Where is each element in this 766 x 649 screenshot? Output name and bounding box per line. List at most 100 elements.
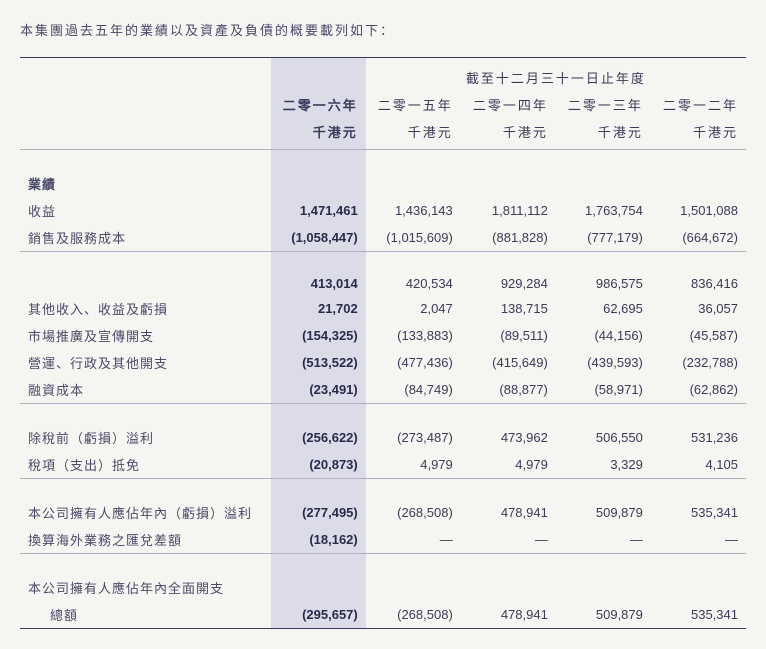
label-revenue: 收益: [20, 197, 271, 224]
val-cogs-2013: (777,179): [556, 224, 651, 251]
row-revenue: 收益 1,471,461 1,436,143 1,811,112 1,763,7…: [20, 197, 746, 224]
label-other-income: 其他收入、收益及虧損: [20, 295, 271, 322]
row-marketing: 市場推廣及宣傳開支 (154,325) (133,883) (89,511) (…: [20, 322, 746, 349]
year-header-row: 二零一六年 二零一五年 二零一四年 二零一三年 二零一二年: [20, 91, 746, 118]
val-other-2014: 138,715: [461, 295, 556, 322]
val-mkt-2016: (154,325): [271, 322, 366, 349]
val-revenue-2012: 1,501,088: [651, 197, 746, 224]
label-profit-owners: 本公司擁有人應佔年內（虧損）溢利: [20, 499, 271, 526]
financial-table: 截至十二月三十一日止年度 二零一六年 二零一五年 二零一四年 二零一三年 二零一…: [20, 58, 746, 629]
val-gross-2013: 986,575: [556, 272, 651, 295]
row-results-header: 業績: [20, 170, 746, 197]
col-2015: 二零一五年: [366, 91, 461, 118]
val-tax-2016: (20,873): [271, 451, 366, 478]
val-po-2014: 478,941: [461, 499, 556, 526]
val-op-2015: (477,436): [366, 349, 461, 376]
val-mkt-2012: (45,587): [651, 322, 746, 349]
val-po-2015: (268,508): [366, 499, 461, 526]
val-fin-2015: (84,749): [366, 376, 461, 403]
row-profit-owners: 本公司擁有人應佔年內（虧損）溢利 (277,495) (268,508) 478…: [20, 499, 746, 526]
row-pbt: 除稅前（虧損）溢利 (256,622) (273,487) 473,962 50…: [20, 424, 746, 451]
val-fin-2012: (62,862): [651, 376, 746, 403]
label-pbt: 除稅前（虧損）溢利: [20, 424, 271, 451]
label-fx: 換算海外業務之匯兌差額: [20, 526, 271, 553]
val-mkt-2015: (133,883): [366, 322, 461, 349]
val-revenue-2016: 1,471,461: [271, 197, 366, 224]
col-2014: 二零一四年: [461, 91, 556, 118]
val-tc-2016: (295,657): [271, 601, 366, 628]
label-operating: 營運、行政及其他開支: [20, 349, 271, 376]
super-header: 截至十二月三十一日止年度: [366, 58, 746, 91]
val-tax-2015: 4,979: [366, 451, 461, 478]
val-tax-2012: 4,105: [651, 451, 746, 478]
row-gross: 413,014 420,534 929,284 986,575 836,416: [20, 272, 746, 295]
unit-2013: 千港元: [556, 118, 651, 149]
unit-2015: 千港元: [366, 118, 461, 149]
financial-table-container: 截至十二月三十一日止年度 二零一六年 二零一五年 二零一四年 二零一三年 二零一…: [20, 57, 746, 629]
unit-2016: 千港元: [271, 118, 366, 149]
val-fx-2013: —: [556, 526, 651, 553]
val-cogs-2014: (881,828): [461, 224, 556, 251]
val-other-2016: 21,702: [271, 295, 366, 322]
unit-2014: 千港元: [461, 118, 556, 149]
col-2016: 二零一六年: [271, 91, 366, 118]
unit-row: 千港元 千港元 千港元 千港元 千港元: [20, 118, 746, 149]
row-total-comp-2: 總額 (295,657) (268,508) 478,941 509,879 5…: [20, 601, 746, 628]
val-gross-2014: 929,284: [461, 272, 556, 295]
val-po-2012: 535,341: [651, 499, 746, 526]
val-po-2016: (277,495): [271, 499, 366, 526]
val-tc-2012: 535,341: [651, 601, 746, 628]
val-op-2013: (439,593): [556, 349, 651, 376]
val-fin-2013: (58,971): [556, 376, 651, 403]
val-tax-2013: 3,329: [556, 451, 651, 478]
label-total-comp-1: 本公司擁有人應佔年內全面開支: [20, 574, 271, 601]
label-finance: 融資成本: [20, 376, 271, 403]
label-cogs: 銷售及服務成本: [20, 224, 271, 251]
row-tax: 稅項（支出）抵免 (20,873) 4,979 4,979 3,329 4,10…: [20, 451, 746, 478]
val-mkt-2013: (44,156): [556, 322, 651, 349]
row-operating: 營運、行政及其他開支 (513,522) (477,436) (415,649)…: [20, 349, 746, 376]
row-other-income: 其他收入、收益及虧損 21,702 2,047 138,715 62,695 3…: [20, 295, 746, 322]
val-other-2012: 36,057: [651, 295, 746, 322]
val-cogs-2012: (664,672): [651, 224, 746, 251]
val-other-2015: 2,047: [366, 295, 461, 322]
col-2012: 二零一二年: [651, 91, 746, 118]
val-pbt-2016: (256,622): [271, 424, 366, 451]
label-tax: 稅項（支出）抵免: [20, 451, 271, 478]
val-pbt-2015: (273,487): [366, 424, 461, 451]
row-fx: 換算海外業務之匯兌差額 (18,162) — — — —: [20, 526, 746, 553]
row-cogs: 銷售及服務成本 (1,058,447) (1,015,609) (881,828…: [20, 224, 746, 251]
val-op-2014: (415,649): [461, 349, 556, 376]
val-gross-2012: 836,416: [651, 272, 746, 295]
val-revenue-2015: 1,436,143: [366, 197, 461, 224]
col-2013: 二零一三年: [556, 91, 651, 118]
val-op-2016: (513,522): [271, 349, 366, 376]
label-results: 業績: [20, 170, 271, 197]
val-revenue-2014: 1,811,112: [461, 197, 556, 224]
val-fin-2016: (23,491): [271, 376, 366, 403]
val-other-2013: 62,695: [556, 295, 651, 322]
label-total-comp-2: 總額: [20, 601, 271, 628]
val-po-2013: 509,879: [556, 499, 651, 526]
val-cogs-2015: (1,015,609): [366, 224, 461, 251]
intro-text: 本集團過去五年的業績以及資產及負債的概要載列如下：: [20, 20, 746, 39]
row-total-comp-1: 本公司擁有人應佔年內全面開支: [20, 574, 746, 601]
val-fx-2015: —: [366, 526, 461, 553]
val-tc-2014: 478,941: [461, 601, 556, 628]
val-tc-2013: 509,879: [556, 601, 651, 628]
val-pbt-2013: 506,550: [556, 424, 651, 451]
val-revenue-2013: 1,763,754: [556, 197, 651, 224]
val-pbt-2012: 531,236: [651, 424, 746, 451]
val-fx-2012: —: [651, 526, 746, 553]
row-finance: 融資成本 (23,491) (84,749) (88,877) (58,971)…: [20, 376, 746, 403]
val-fx-2014: —: [461, 526, 556, 553]
val-gross-2015: 420,534: [366, 272, 461, 295]
val-op-2012: (232,788): [651, 349, 746, 376]
val-tc-2015: (268,508): [366, 601, 461, 628]
val-pbt-2014: 473,962: [461, 424, 556, 451]
val-gross-2016: 413,014: [271, 272, 366, 295]
bottom-border: [20, 628, 746, 629]
label-marketing: 市場推廣及宣傳開支: [20, 322, 271, 349]
super-header-row: 截至十二月三十一日止年度: [20, 58, 746, 91]
val-cogs-2016: (1,058,447): [271, 224, 366, 251]
